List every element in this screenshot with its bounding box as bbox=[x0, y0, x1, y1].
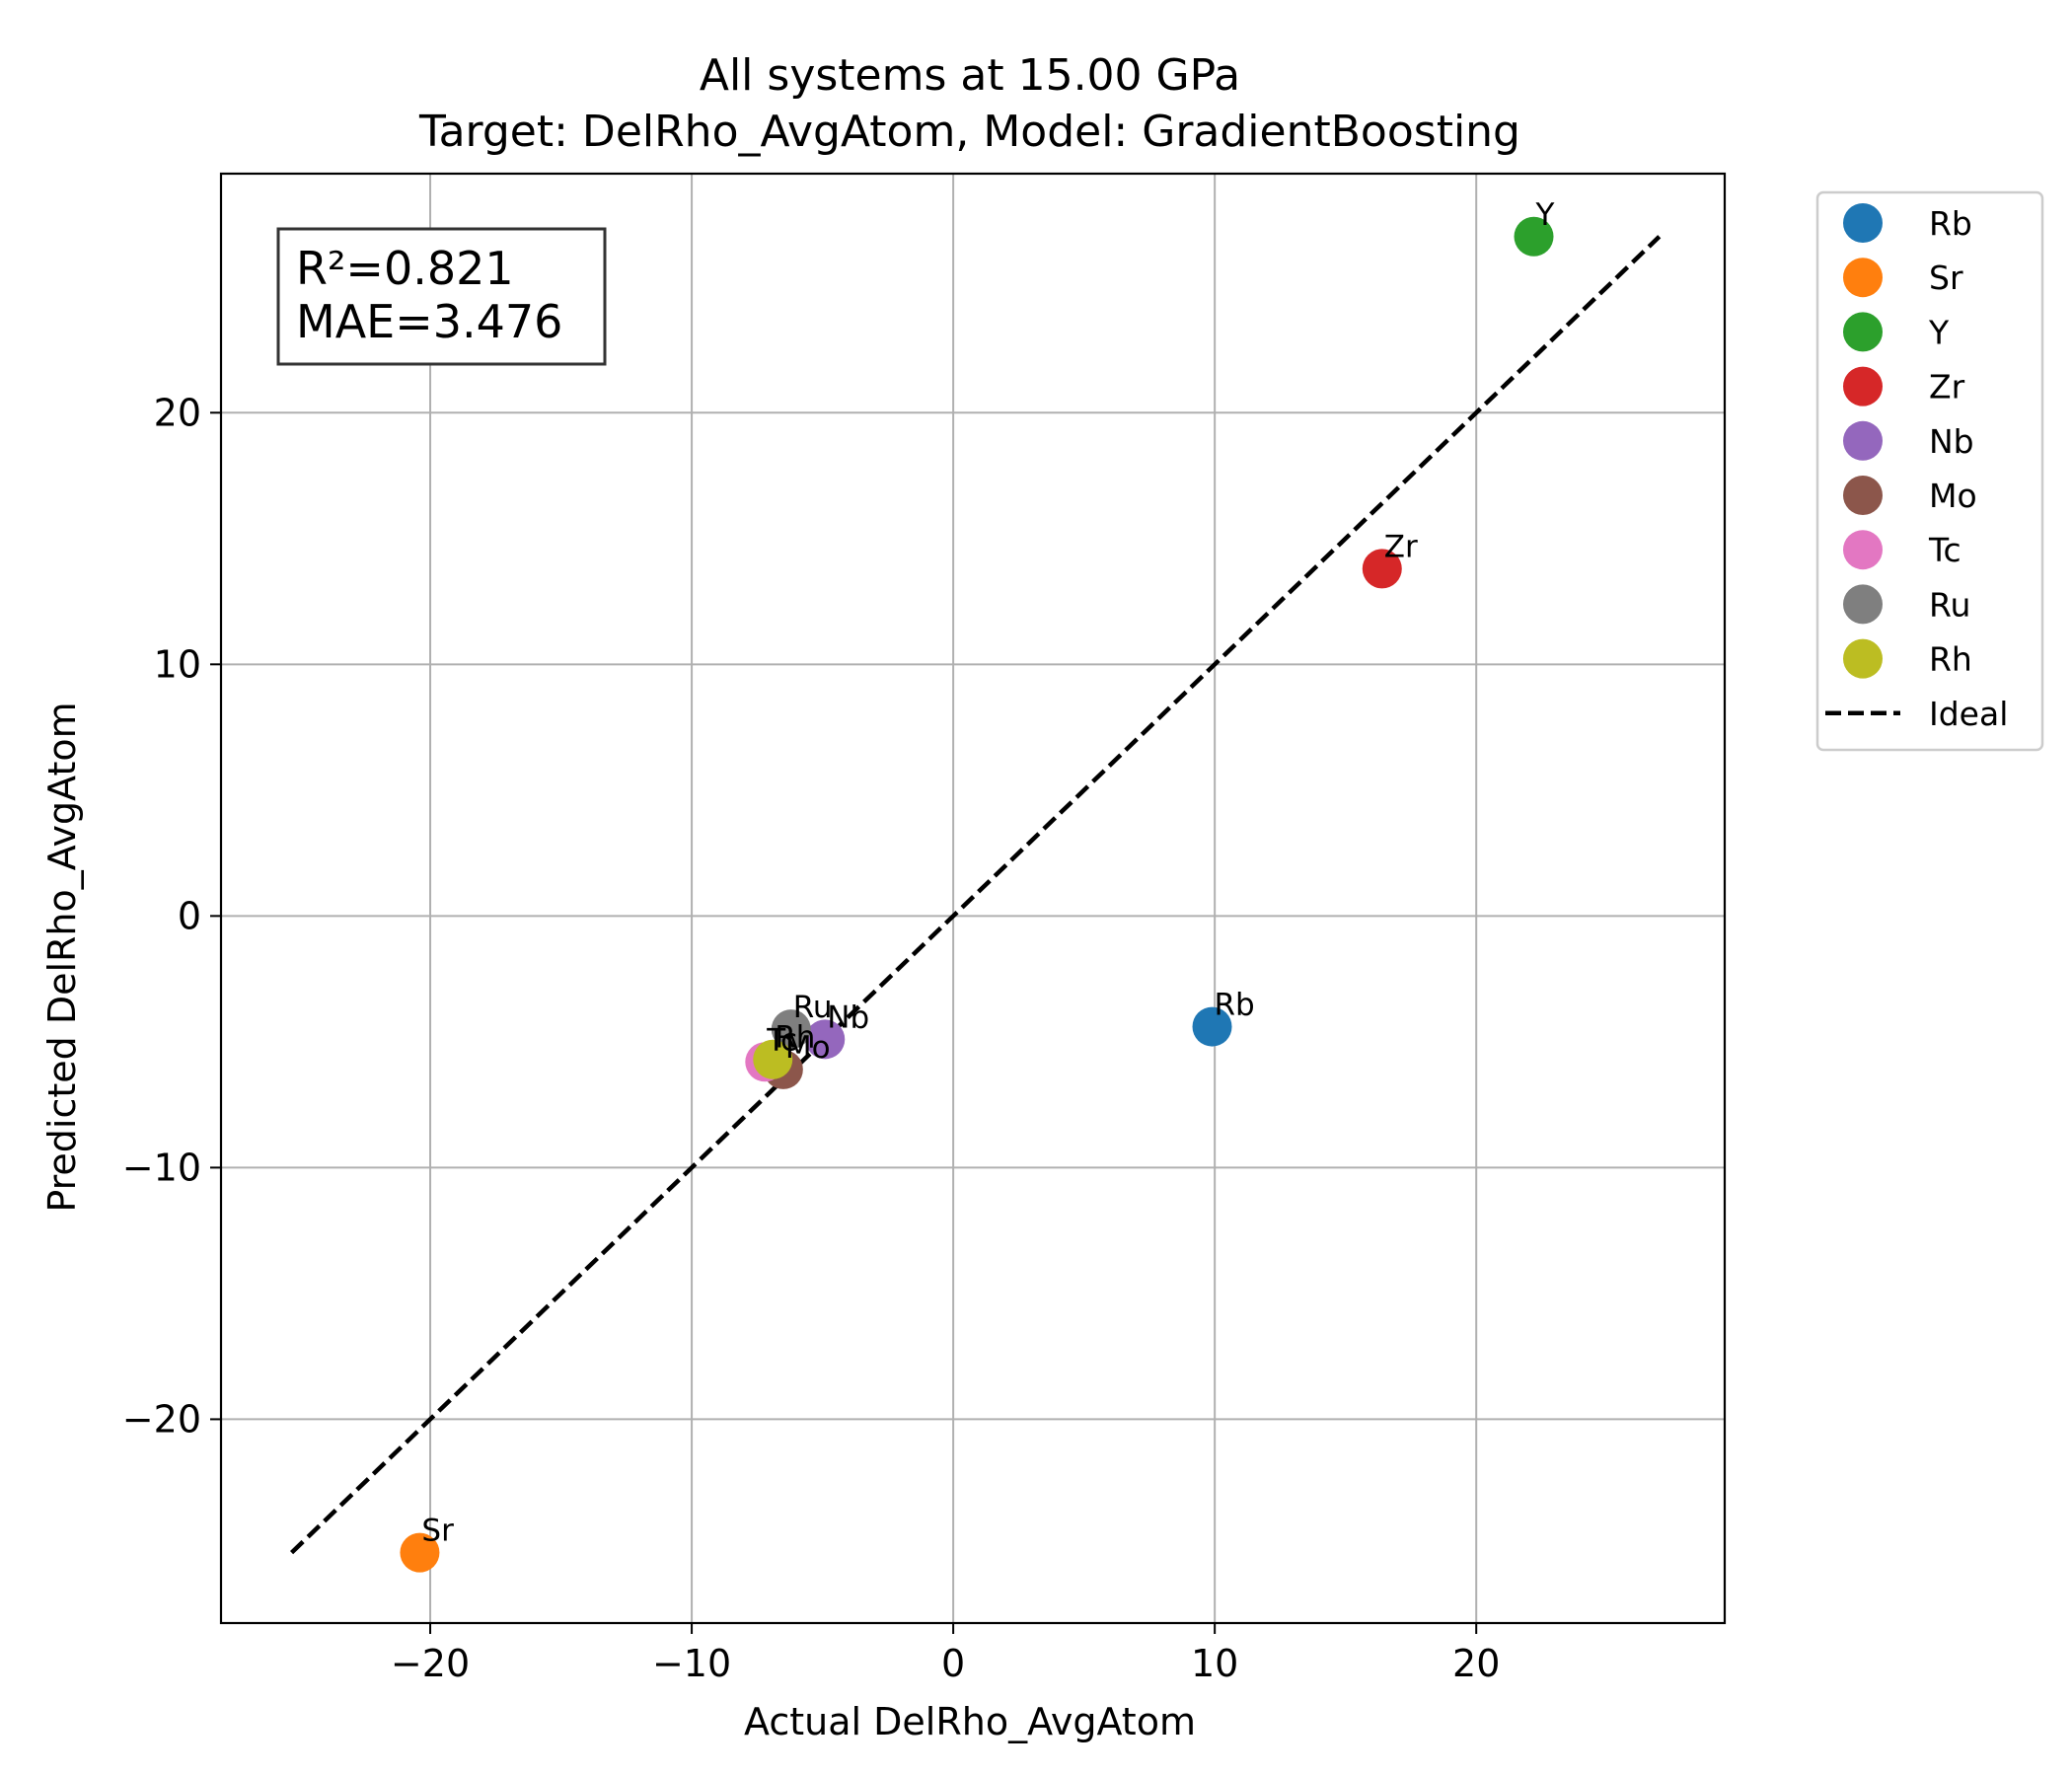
legend-label-zr: Zr bbox=[1929, 368, 1965, 407]
legend-marker-sr bbox=[1843, 258, 1883, 298]
legend-marker-mo bbox=[1843, 476, 1883, 515]
point-label-nb: Nb bbox=[827, 999, 869, 1035]
point-label-rh: Rh bbox=[775, 1020, 815, 1056]
legend-label-nb: Nb bbox=[1929, 422, 1974, 461]
mae-text: MAE=3.476 bbox=[296, 295, 562, 348]
legend-label-ideal: Ideal bbox=[1929, 695, 2008, 733]
ideal-line-group bbox=[290, 235, 1662, 1555]
stats-box: R²=0.821 MAE=3.476 bbox=[276, 227, 607, 366]
legend-marker-tc bbox=[1843, 530, 1883, 570]
chart-title-line2: Target: DelRho_AvgAtom, Model: GradientB… bbox=[418, 107, 1520, 157]
x-tick-label: 0 bbox=[941, 1642, 965, 1685]
point-zr bbox=[1362, 549, 1402, 589]
y-tick-label: −20 bbox=[122, 1397, 201, 1441]
ideal-line bbox=[290, 235, 1662, 1555]
legend-marker-rb bbox=[1843, 203, 1883, 243]
point-label-rb: Rb bbox=[1215, 988, 1255, 1023]
y-tick-label: −10 bbox=[122, 1146, 201, 1189]
legend: Rb Sr Y Zr Nb Mo Tc Ru Rh Ideal bbox=[1815, 190, 2044, 752]
point-label-tc: Tc bbox=[766, 1022, 797, 1058]
data-points bbox=[400, 216, 1554, 1573]
legend-marker-y bbox=[1843, 312, 1883, 352]
point-nb bbox=[805, 1019, 846, 1060]
point-label-zr: Zr bbox=[1384, 529, 1418, 564]
legend-label-rb: Rb bbox=[1929, 204, 1972, 243]
point-label-y: Y bbox=[1535, 197, 1555, 233]
point-sr bbox=[400, 1532, 440, 1573]
chart-title-line1: All systems at 15.00 GPa bbox=[700, 50, 1240, 101]
x-tick-label: 20 bbox=[1452, 1642, 1500, 1685]
x-axis-label: Actual DelRho_AvgAtom bbox=[744, 1700, 1196, 1743]
y-tick-label: 10 bbox=[154, 642, 201, 686]
stats-box-frame bbox=[276, 227, 607, 366]
point-label-sr: Sr bbox=[421, 1514, 454, 1549]
axis-ticks: −20 −10 0 10 20 −20 −10 0 10 20 bbox=[122, 391, 1501, 1685]
plot-frame bbox=[219, 172, 1727, 1625]
legend-label-y: Y bbox=[1928, 313, 1950, 351]
legend-marker-zr bbox=[1843, 366, 1883, 407]
legend-label-tc: Tc bbox=[1928, 531, 1961, 569]
y-axis-label: Predicted DelRho_AvgAtom bbox=[40, 702, 84, 1212]
legend-label-ru: Ru bbox=[1929, 585, 1970, 624]
legend-marker-rh bbox=[1843, 638, 1883, 679]
point-label-ru: Ru bbox=[793, 990, 833, 1025]
x-tick-label: 10 bbox=[1191, 1642, 1238, 1685]
point-label-mo: Mo bbox=[785, 1030, 831, 1066]
point-rh bbox=[753, 1039, 793, 1079]
x-tick-label: −20 bbox=[391, 1642, 470, 1685]
legend-label-mo: Mo bbox=[1929, 477, 1977, 515]
point-y bbox=[1514, 216, 1554, 257]
legend-marker-ru bbox=[1843, 584, 1883, 625]
point-rb bbox=[1192, 1006, 1232, 1047]
r2-text: R²=0.821 bbox=[296, 242, 514, 295]
y-tick-label: 0 bbox=[178, 894, 201, 937]
legend-label-sr: Sr bbox=[1929, 259, 1963, 297]
legend-label-rh: Rh bbox=[1929, 640, 1972, 679]
y-tick-label: 20 bbox=[154, 391, 201, 434]
legend-marker-nb bbox=[1843, 420, 1883, 461]
point-ru bbox=[771, 1009, 811, 1050]
x-tick-label: −10 bbox=[652, 1642, 731, 1685]
